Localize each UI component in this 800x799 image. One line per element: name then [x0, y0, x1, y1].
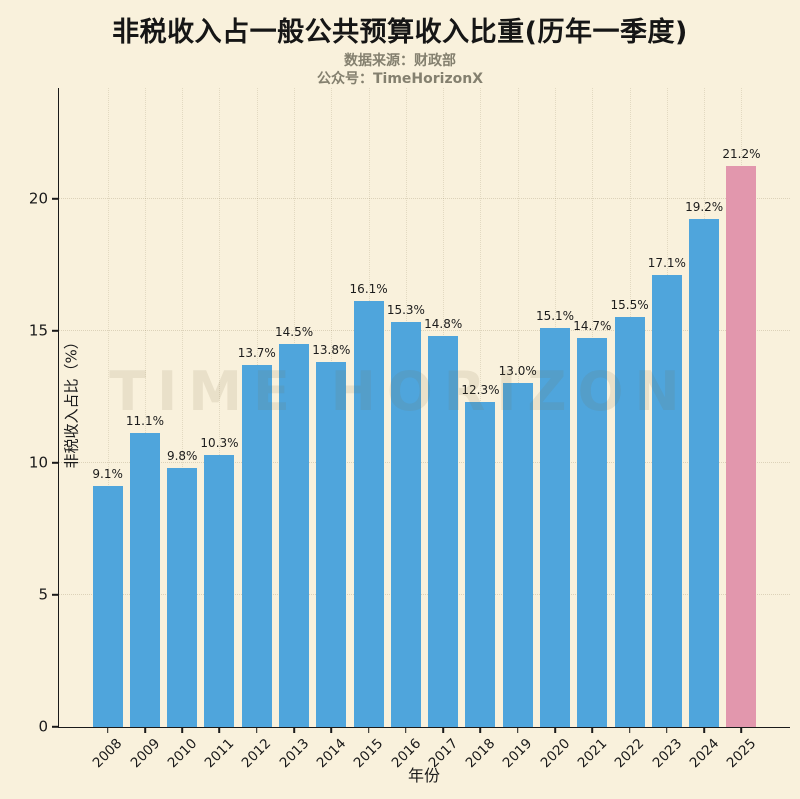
value-label-2019: 13.0%	[498, 364, 537, 379]
value-label-2013: 14.5%	[274, 324, 314, 339]
y-tick-mark-15	[52, 330, 59, 332]
bar-2015	[353, 301, 384, 727]
x-tick-mark-2012	[255, 727, 258, 733]
x-axis-title: 年份	[407, 766, 440, 785]
x-tick-mark-2017	[442, 727, 444, 733]
x-tick-mark-2014	[330, 727, 333, 733]
x-tick-mark-2024	[703, 727, 705, 733]
value-label-2012: 13.7%	[237, 345, 276, 360]
y-tick-mark-5	[52, 594, 59, 596]
x-tick-mark-2015	[367, 727, 370, 733]
chart-subtitle-source: 数据来源：财政部	[344, 53, 456, 69]
plot-area: 0 5 10 15 20 9.1% 2008 11.1% 2009 9.8% 2010 10.3% 2…	[29, 88, 790, 771]
x-tick-mark-2022	[628, 727, 631, 733]
bar-column-2009: 11.1% 2009	[125, 88, 164, 771]
value-label-2016: 15.3%	[386, 303, 425, 318]
x-tick-mark-2025	[740, 727, 743, 733]
x-tick-mark-2010	[181, 727, 183, 733]
value-label-2010: 9.8%	[166, 448, 198, 463]
x-tick-mark-2011	[218, 727, 221, 733]
value-label-2009: 11.1%	[125, 414, 164, 429]
x-tick-mark-2016	[405, 727, 407, 733]
bar-column-2017: 14.8% 2017	[424, 88, 463, 771]
bar-column-2010: 9.8% 2010	[164, 88, 201, 771]
bar-2016	[390, 322, 421, 727]
x-tick-mark-2021	[591, 727, 594, 733]
bar-column-2015: 16.1% 2015	[349, 88, 388, 771]
x-tick-mark-2009	[144, 727, 146, 733]
value-label-2014: 13.8%	[312, 343, 351, 358]
y-tick-mark-10	[52, 462, 59, 464]
bar-2014	[316, 362, 347, 727]
bar-2013	[279, 343, 310, 727]
bar-column-2025: 21.2% 2025	[722, 88, 761, 771]
bar-2017	[428, 335, 459, 727]
y-tick-mark-0	[52, 726, 59, 728]
value-label-2022: 15.5%	[610, 298, 649, 313]
bar-column-2021: 14.7% 2021	[573, 88, 612, 771]
bar-column-2016: 15.3% 2016	[386, 88, 425, 771]
y-gridline-15	[59, 329, 790, 331]
y-gridline-10	[59, 461, 790, 463]
y-tick-label-5: 5	[38, 585, 48, 604]
value-label-2021: 14.7%	[573, 319, 612, 334]
x-tick-mark-2008	[106, 727, 109, 733]
bar-2025	[726, 166, 757, 727]
value-label-2017: 14.8%	[424, 316, 463, 331]
y-tick-label-15: 15	[28, 321, 48, 340]
y-gridline-5	[59, 593, 790, 595]
value-label-2023: 17.1%	[647, 255, 686, 270]
y-tick-label-20: 20	[28, 189, 48, 208]
chart-title: 非税收入占一般公共预算收入比重(历年一季度)	[112, 17, 688, 48]
x-gridline-2009	[144, 88, 146, 727]
x-tick-mark-2019	[516, 727, 519, 733]
bar-2019	[502, 383, 533, 727]
bar-column-2022: 15.5% 2022	[610, 88, 649, 771]
bar-2008	[92, 486, 123, 727]
bar-2018	[465, 401, 496, 727]
bar-2021	[577, 338, 608, 727]
value-label-2015: 16.1%	[349, 282, 388, 297]
x-gridline-2010	[182, 88, 184, 727]
bar-column-2023: 17.1% 2023	[647, 88, 686, 771]
bar-column-2018: 12.3% 2018	[461, 88, 500, 771]
y-tick-label-0: 0	[38, 717, 48, 736]
y-tick-mark-20	[52, 198, 59, 200]
bar-column-2020: 15.1% 2020	[535, 88, 575, 771]
y-gridline-20	[59, 197, 790, 199]
y-tick-label-10: 10	[28, 453, 48, 472]
x-tick-mark-2018	[479, 727, 482, 733]
x-gridline-2008	[107, 88, 109, 727]
bar-2011	[204, 454, 235, 727]
value-label-2008: 9.1%	[92, 467, 123, 482]
value-label-2011: 10.3%	[200, 435, 239, 450]
bar-column-2008: 9.1% 2008	[89, 88, 126, 771]
value-label-2025: 21.2%	[722, 147, 761, 162]
value-label-2024: 19.2%	[685, 200, 724, 215]
bar-column-2011: 10.3% 2011	[200, 88, 239, 771]
bar-2010	[167, 467, 198, 727]
bar-columns: 9.1% 2008 11.1% 2009 9.8% 2010 10.3% 2011 13.7% 2…	[59, 88, 790, 771]
x-tick-mark-2020	[554, 727, 556, 733]
bar-column-2014: 13.8% 2014	[312, 88, 351, 771]
bar-2012	[241, 364, 272, 727]
bar-2020	[540, 327, 571, 727]
bar-column-2012: 13.7% 2012	[237, 88, 276, 771]
bar-column-2013: 14.5% 2013	[274, 88, 314, 771]
value-label-2020: 15.1%	[535, 308, 575, 323]
bar-2023	[651, 274, 682, 727]
bar-2024	[689, 219, 720, 727]
x-tick-mark-2023	[666, 727, 668, 733]
value-label-2018: 12.3%	[461, 382, 500, 397]
x-gridline-2011	[219, 88, 221, 727]
x-tick-mark-2013	[293, 727, 295, 733]
bar-column-2019: 13.0% 2019	[498, 88, 537, 771]
bar-2022	[614, 317, 645, 727]
bar-column-2024: 19.2% 2024	[685, 88, 724, 771]
chart-subtitle-account: 公众号：TimeHorizonX	[317, 71, 483, 87]
bar-2009	[129, 433, 160, 727]
